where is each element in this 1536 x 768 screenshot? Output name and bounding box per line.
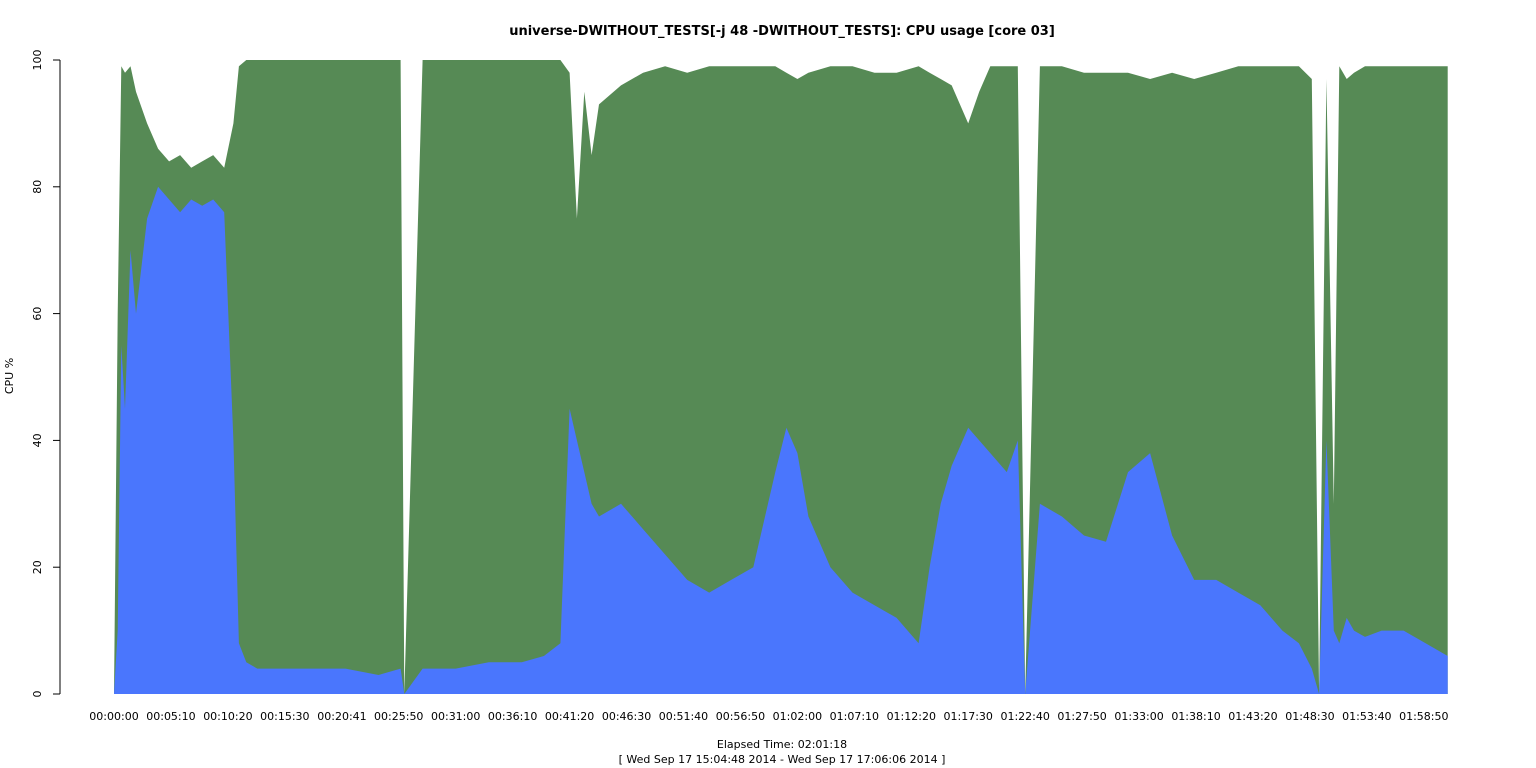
x-tick-label: 01:02:00 bbox=[773, 710, 822, 723]
x-tick-label: 00:10:20 bbox=[203, 710, 252, 723]
x-tick-label: 00:20:41 bbox=[317, 710, 366, 723]
series-user-area bbox=[114, 186, 1448, 695]
plot-area bbox=[114, 60, 1448, 695]
x-tick-label: 01:17:30 bbox=[944, 710, 993, 723]
y-axis: 0 20 40 60 80 100 bbox=[31, 50, 61, 698]
x-tick-label: 00:36:10 bbox=[488, 710, 537, 723]
x-tick-label: 01:12:20 bbox=[887, 710, 936, 723]
x-tick-label: 00:25:50 bbox=[374, 710, 423, 723]
x-tick-label: 01:43:20 bbox=[1228, 710, 1277, 723]
y-axis-label: CPU % bbox=[3, 358, 16, 394]
x-axis-sublabel: [ Wed Sep 17 15:04:48 2014 - Wed Sep 17 … bbox=[619, 753, 946, 766]
x-tick-label: 01:38:10 bbox=[1171, 710, 1220, 723]
x-tick-label: 00:41:20 bbox=[545, 710, 594, 723]
x-tick-label: 01:07:10 bbox=[830, 710, 879, 723]
x-tick-label: 00:00:00 bbox=[89, 710, 138, 723]
y-tick-label: 80 bbox=[31, 180, 44, 194]
x-axis: 00:00:00 00:05:10 00:10:20 00:15:30 00:20:41… bbox=[89, 710, 1448, 723]
x-tick-label: 01:58:50 bbox=[1399, 710, 1448, 723]
y-tick-label: 20 bbox=[31, 560, 44, 574]
x-tick-label: 00:05:10 bbox=[146, 710, 195, 723]
x-tick-label: 01:48:30 bbox=[1285, 710, 1334, 723]
y-tick-label: 0 bbox=[31, 691, 44, 698]
y-tick-label: 60 bbox=[31, 307, 44, 321]
x-tick-label: 01:22:40 bbox=[1000, 710, 1049, 723]
x-tick-label: 01:53:40 bbox=[1342, 710, 1391, 723]
y-tick-label: 100 bbox=[31, 50, 44, 71]
x-tick-label: 01:33:00 bbox=[1114, 710, 1163, 723]
x-tick-label: 00:31:00 bbox=[431, 710, 480, 723]
chart-title: universe-DWITHOUT_TESTS[-j 48 -DWITHOUT_… bbox=[509, 24, 1055, 39]
x-tick-label: 00:51:40 bbox=[659, 710, 708, 723]
x-tick-label: 00:46:30 bbox=[602, 710, 651, 723]
x-tick-label: 01:27:50 bbox=[1057, 710, 1106, 723]
x-tick-label: 00:56:50 bbox=[716, 710, 765, 723]
y-tick-label: 40 bbox=[31, 433, 44, 447]
x-tick-label: 00:15:30 bbox=[260, 710, 309, 723]
x-axis-label: Elapsed Time: 02:01:18 bbox=[717, 738, 847, 751]
